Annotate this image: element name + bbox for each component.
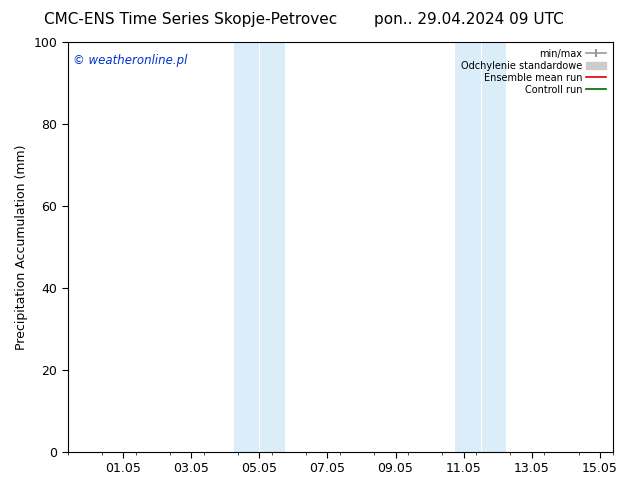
Text: CMC-ENS Time Series Skopje-Petrovec: CMC-ENS Time Series Skopje-Petrovec — [44, 12, 337, 27]
Y-axis label: Precipitation Accumulation (mm): Precipitation Accumulation (mm) — [15, 144, 28, 349]
Legend: min/max, Odchylenie standardowe, Ensemble mean run, Controll run: min/max, Odchylenie standardowe, Ensembl… — [457, 45, 610, 98]
Bar — [234, 42, 285, 452]
Text: pon.. 29.04.2024 09 UTC: pon.. 29.04.2024 09 UTC — [374, 12, 564, 27]
Text: © weatheronline.pl: © weatheronline.pl — [74, 54, 188, 67]
Bar — [455, 42, 506, 452]
